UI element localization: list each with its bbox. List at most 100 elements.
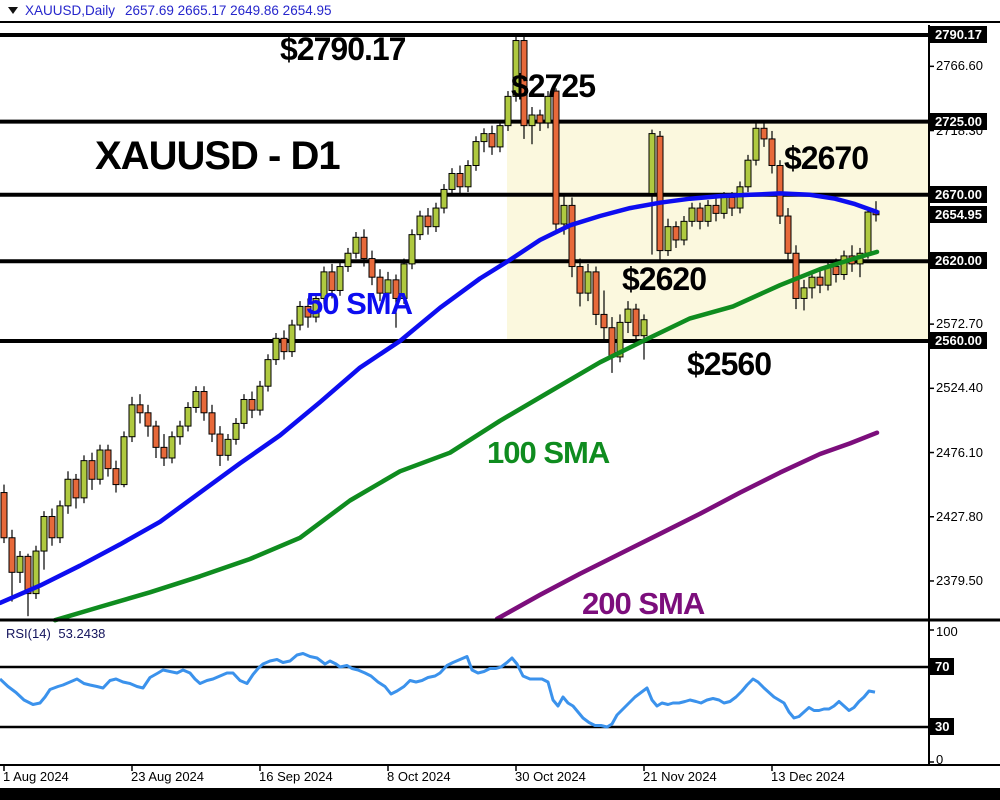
candle-body <box>432 207 440 228</box>
candle-body <box>376 276 384 294</box>
candle-body <box>296 305 304 326</box>
candle-body <box>624 308 632 323</box>
price-tick-label: 2572.70 <box>936 316 983 332</box>
candle-body <box>776 165 784 217</box>
candle-body <box>616 321 624 358</box>
candle-body <box>704 204 712 222</box>
rsi-value: 53.2438 <box>58 626 106 641</box>
candle-body <box>0 492 8 539</box>
candle-body <box>672 226 680 241</box>
candle-body <box>304 305 312 318</box>
candle-body <box>784 215 792 254</box>
annotation-2725: $2725 <box>511 68 596 104</box>
candle-body <box>144 412 152 427</box>
highlight-zone <box>507 121 928 341</box>
candle-body <box>280 337 288 353</box>
candle-body <box>320 271 328 299</box>
candle-body <box>360 236 368 260</box>
candle-body <box>528 114 536 127</box>
candle-body <box>520 40 528 127</box>
rsi-line <box>0 652 876 729</box>
candle-body <box>200 391 208 414</box>
candle-body <box>32 550 40 595</box>
candle-body <box>688 207 696 222</box>
candles-group <box>0 35 880 617</box>
candle-body <box>24 555 32 595</box>
candle-body <box>816 276 824 286</box>
candle-body <box>72 478 80 499</box>
candle-body <box>184 406 192 427</box>
rsi-scale-max: 100 <box>936 624 958 639</box>
candle-body <box>120 436 128 486</box>
candle-body <box>648 133 656 194</box>
candle-body <box>584 271 592 294</box>
title-bar: XAUUSD,Daily 2657.69 2665.17 2649.86 265… <box>0 0 1000 23</box>
candle-body <box>568 204 576 268</box>
date-label: 21 Nov 2024 <box>643 769 717 784</box>
annotation-2670: $2670 <box>784 140 869 176</box>
candle-body <box>272 337 280 361</box>
candle-body <box>600 313 608 329</box>
price-badge: 2620.00 <box>930 252 987 270</box>
candle-body <box>384 279 392 294</box>
candle-body <box>544 95 552 124</box>
candle-body <box>768 138 776 167</box>
candle-body <box>352 236 360 254</box>
annotation-2790-17: $2790.17 <box>280 31 406 67</box>
candle-body <box>536 114 544 124</box>
candle-body <box>16 555 24 573</box>
candle-body <box>40 515 48 552</box>
candle-body <box>328 271 336 291</box>
candle-body <box>760 127 768 140</box>
candle-body <box>240 398 248 424</box>
candle-body <box>8 537 16 573</box>
annotation-50-sma: 50 SMA <box>306 286 413 321</box>
candle-body <box>456 172 464 188</box>
candle-body <box>160 446 168 459</box>
candle-body <box>728 196 736 209</box>
candle-body <box>224 438 232 456</box>
candle-body <box>592 271 600 315</box>
candle-body <box>208 412 216 435</box>
sma50-line <box>0 191 880 606</box>
candle-body <box>752 127 760 161</box>
price-tick-label: 2524.40 <box>936 380 983 396</box>
candle-body <box>808 276 816 289</box>
price-tick-label: 2427.80 <box>936 508 983 524</box>
ohlc-readout: 2657.69 2665.17 2649.86 2654.95 <box>125 3 332 18</box>
candle-body <box>464 165 472 188</box>
candle-body <box>80 460 88 499</box>
candle-body <box>64 478 72 507</box>
candle-body <box>416 215 424 236</box>
candle-body <box>128 404 136 438</box>
price-tick-label: 2476.10 <box>936 444 983 460</box>
price-badge: 2790.17 <box>930 26 987 43</box>
candle-body <box>424 215 432 228</box>
annotation-200-sma: 200 SMA <box>582 586 705 621</box>
candle-body <box>664 226 672 252</box>
candle-body <box>720 196 728 214</box>
symbol-label: XAUUSD,Daily <box>25 3 116 18</box>
candle-body <box>408 234 416 265</box>
candle-body <box>368 258 376 278</box>
candle-body <box>512 40 520 97</box>
candle-body <box>640 319 648 337</box>
symbol-dropdown-icon[interactable] <box>8 7 18 14</box>
candle-body <box>400 263 408 299</box>
sma100-line <box>52 249 880 623</box>
candle-body <box>112 468 120 486</box>
candle-body <box>832 266 840 276</box>
date-label: 30 Oct 2024 <box>515 769 586 784</box>
candle-body <box>48 515 56 539</box>
annotation-2560: $2560 <box>687 346 772 382</box>
annotation-2620: $2620 <box>622 261 707 297</box>
candle-body <box>840 255 848 276</box>
candle-body <box>312 297 320 318</box>
candle-body <box>632 308 640 337</box>
candle-body <box>168 436 176 459</box>
candle-body <box>152 425 160 448</box>
date-label: 1 Aug 2024 <box>3 769 69 784</box>
price-badge: 2654.95 <box>930 205 987 223</box>
